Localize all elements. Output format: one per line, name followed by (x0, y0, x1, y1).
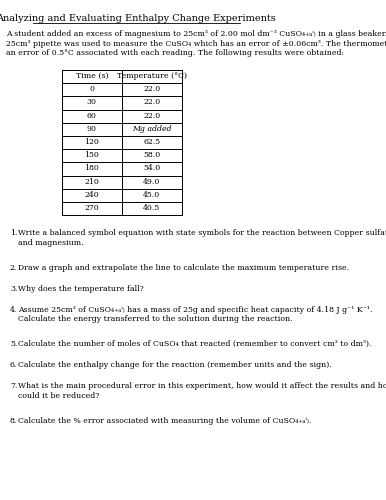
Text: 40.5: 40.5 (143, 204, 161, 212)
Text: 62.5: 62.5 (143, 138, 161, 146)
Text: 3.: 3. (10, 284, 17, 292)
Text: Mg added: Mg added (132, 125, 172, 133)
Text: What is the main procedural error in this experiment, how would it affect the re: What is the main procedural error in thi… (19, 382, 386, 390)
Text: Calculate the % error associated with measuring the volume of CuSO₄₊ₐⁱ₎.: Calculate the % error associated with me… (19, 416, 312, 424)
Text: an error of 0.5°C associated with each reading. The following results were obtai: an error of 0.5°C associated with each r… (6, 49, 344, 57)
Text: Calculate the energy transferred to the solution during the reaction.: Calculate the energy transferred to the … (19, 315, 293, 323)
Text: 2.: 2. (10, 264, 17, 272)
Text: 30: 30 (87, 98, 97, 106)
Text: A student added an excess of magnesium to 25cm³ of 2.00 mol dm⁻³ CuSO₄₊ₐⁱ₎ in a : A student added an excess of magnesium t… (6, 30, 386, 38)
Text: 7.: 7. (10, 382, 17, 390)
Text: 49.0: 49.0 (143, 178, 161, 186)
Text: 210: 210 (85, 178, 99, 186)
Text: 6.: 6. (10, 361, 17, 369)
Text: 0: 0 (89, 85, 94, 93)
Text: Draw a graph and extrapolate the line to calculate the maximum temperature rise.: Draw a graph and extrapolate the line to… (19, 264, 349, 272)
Text: 8.: 8. (10, 416, 17, 424)
Text: 45.0: 45.0 (143, 191, 161, 199)
Text: Calculate the number of moles of CuSO₄ that reacted (remember to convert cm³ to : Calculate the number of moles of CuSO₄ t… (19, 340, 372, 348)
Text: 180: 180 (85, 164, 99, 172)
Text: Temperature (°C): Temperature (°C) (117, 72, 187, 80)
Text: 90: 90 (87, 125, 97, 133)
Text: 4.: 4. (10, 306, 17, 314)
Text: Write a balanced symbol equation with state symbols for the reaction between Cop: Write a balanced symbol equation with st… (19, 229, 386, 237)
Text: Time (s): Time (s) (76, 72, 108, 80)
Text: could it be reduced?: could it be reduced? (19, 392, 100, 400)
Text: 150: 150 (85, 151, 99, 159)
Text: 58.0: 58.0 (143, 151, 161, 159)
Text: 22.0: 22.0 (143, 112, 161, 120)
Text: Assume 25cm³ of CuSO₄₊ₐⁱ₎ has a mass of 25g and specific heat capacity of 4.18 J: Assume 25cm³ of CuSO₄₊ₐⁱ₎ has a mass of … (19, 306, 373, 314)
Text: 60: 60 (87, 112, 97, 120)
Text: Why does the temperature fall?: Why does the temperature fall? (19, 284, 144, 292)
Text: 240: 240 (85, 191, 99, 199)
Text: 5.: 5. (10, 340, 17, 348)
Text: 270: 270 (85, 204, 99, 212)
Text: Analyzing and Evaluating Enthalpy Change Experiments: Analyzing and Evaluating Enthalpy Change… (0, 14, 276, 23)
Text: Calculate the enthalpy change for the reaction (remember units and the sign).: Calculate the enthalpy change for the re… (19, 361, 332, 369)
Text: 22.0: 22.0 (143, 85, 161, 93)
Text: 120: 120 (85, 138, 99, 146)
Text: 1.: 1. (10, 229, 17, 237)
Text: 22.0: 22.0 (143, 98, 161, 106)
Text: 25cm³ pipette was used to measure the CuSO₄ which has an error of ±0.06cm³. The : 25cm³ pipette was used to measure the Cu… (6, 40, 386, 48)
Text: and magnesium.: and magnesium. (19, 238, 84, 246)
Text: 54.0: 54.0 (143, 164, 161, 172)
